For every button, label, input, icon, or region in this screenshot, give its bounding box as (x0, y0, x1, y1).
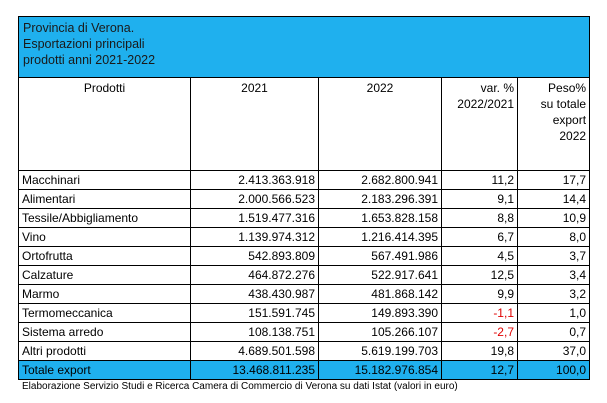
product-cell: Tessile/Abbigliamento (18, 208, 191, 228)
value-2022-cell: 1.653.828.158 (318, 208, 442, 228)
value-2022-cell: 522.917.641 (318, 265, 442, 285)
product-cell: Calzature (18, 265, 191, 285)
header-product: Prodotti (18, 77, 191, 171)
value-2021-cell: 4.689.501.598 (190, 341, 319, 361)
export-table-container: Provincia di Verona. Esportazioni princi… (17, 16, 591, 380)
value-2022-cell: 481.868.142 (318, 284, 442, 304)
value-2022-cell: 15.182.976.854 (318, 360, 442, 380)
header-var: var. % 2022/2021 (441, 77, 518, 171)
title-line-1: Provincia di Verona. (23, 21, 135, 35)
header-var-line-2: 2022/2021 (457, 97, 514, 111)
table-row: Macchinari 2.413.363.918 2.682.800.941 11,2… (18, 170, 591, 190)
var-cell: 4,5 (441, 246, 518, 266)
table-row: Altri prodotti 4.689.501.598 5.619.199.703… (18, 341, 591, 361)
table-row: Termomeccanica 151.591.745 149.893.390 -1,1… (18, 303, 591, 323)
source-note: Elaborazione Servizio Studi e Ricerca Ca… (22, 381, 458, 392)
table-row: Calzature 464.872.276 522.917.641 12,5 3,4 (18, 265, 591, 285)
value-2021-cell: 438.430.987 (190, 284, 319, 304)
header-2022: 2022 (318, 77, 442, 171)
value-2022-cell: 149.893.390 (318, 303, 442, 323)
value-2022-cell: 105.266.107 (318, 322, 442, 342)
export-table: Provincia di Verona. Esportazioni princi… (17, 16, 591, 380)
var-cell: 12,5 (441, 265, 518, 285)
var-cell: 9,1 (441, 189, 518, 209)
header-share-line-4: 2022 (559, 129, 587, 143)
share-cell: 1,0 (516, 303, 591, 323)
header-share: Peso% su totale export 2022 (516, 77, 591, 171)
value-2022-cell: 567.491.986 (318, 246, 442, 266)
share-cell: 3,2 (516, 284, 591, 304)
value-2022-cell: 2.682.800.941 (318, 170, 442, 190)
table-row: Ortofrutta 542.893.809 567.491.986 4,5 3,7 (18, 246, 591, 266)
product-cell: Termomeccanica (18, 303, 191, 323)
product-cell: Marmo (18, 284, 191, 304)
var-cell: 12,7 (441, 360, 518, 380)
table-row: Vino 1.139.974.312 1.216.414.395 6,7 8,0 (18, 227, 591, 247)
var-cell: 19,8 (441, 341, 518, 361)
value-2021-cell: 464.872.276 (190, 265, 319, 285)
value-2021-cell: 2.413.363.918 (190, 170, 319, 190)
var-cell: -1,1 (441, 303, 518, 323)
share-cell: 8,0 (516, 227, 591, 247)
table-title: Provincia di Verona. Esportazioni princi… (17, 16, 591, 78)
title-line-3: prodotti anni 2021-2022 (23, 53, 156, 67)
header-var-line-1: var. % (480, 81, 514, 95)
var-cell: 9,9 (441, 284, 518, 304)
product-cell: Alimentari (18, 189, 191, 209)
product-cell: Sistema arredo (18, 322, 191, 342)
table-row: Alimentari 2.000.566.523 2.183.296.391 9,1 1… (18, 189, 591, 209)
header-share-line-3: export (552, 113, 587, 127)
value-2021-cell: 13.468.811.235 (190, 360, 319, 380)
header-row: Prodotti 2021 2022 var. % 2022/2021 Peso… (18, 77, 591, 171)
header-share-line-2: su totale (540, 97, 587, 111)
value-2021-cell: 151.591.745 (190, 303, 319, 323)
value-2021-cell: 542.893.809 (190, 246, 319, 266)
table-row: Marmo 438.430.987 481.868.142 9,9 3,2 (18, 284, 591, 304)
total-row: Totale export 13.468.811.235 15.182.976.85… (18, 360, 591, 380)
share-cell: 0,7 (516, 322, 591, 342)
var-cell: -2,7 (441, 322, 518, 342)
product-cell: Vino (18, 227, 191, 247)
share-cell: 37,0 (516, 341, 591, 361)
value-2022-cell: 2.183.296.391 (318, 189, 442, 209)
header-share-line-1: Peso% (548, 81, 587, 95)
value-2021-cell: 1.139.974.312 (190, 227, 319, 247)
product-cell: Totale export (18, 360, 191, 380)
title-line-2: Esportazioni principali (23, 37, 145, 51)
share-cell: 17,7 (516, 170, 591, 190)
title-row: Provincia di Verona. Esportazioni princi… (17, 16, 591, 78)
header-2021: 2021 (190, 77, 319, 171)
table-row: Sistema arredo 108.138.751 105.266.107 -2,7… (18, 322, 591, 342)
value-2021-cell: 2.000.566.523 (190, 189, 319, 209)
value-2021-cell: 1.519.477.316 (190, 208, 319, 228)
product-cell: Altri prodotti (18, 341, 191, 361)
var-cell: 6,7 (441, 227, 518, 247)
share-cell: 100,0 (516, 360, 591, 380)
product-cell: Macchinari (18, 170, 191, 190)
product-cell: Ortofrutta (18, 246, 191, 266)
value-2021-cell: 108.138.751 (190, 322, 319, 342)
share-cell: 3,4 (516, 265, 591, 285)
share-cell: 14,4 (516, 189, 591, 209)
share-cell: 10,9 (516, 208, 591, 228)
var-cell: 8,8 (441, 208, 518, 228)
value-2022-cell: 5.619.199.703 (318, 341, 442, 361)
table-row: Tessile/Abbigliamento 1.519.477.316 1.653.… (18, 208, 591, 228)
value-2022-cell: 1.216.414.395 (318, 227, 442, 247)
var-cell: 11,2 (441, 170, 518, 190)
share-cell: 3,7 (516, 246, 591, 266)
